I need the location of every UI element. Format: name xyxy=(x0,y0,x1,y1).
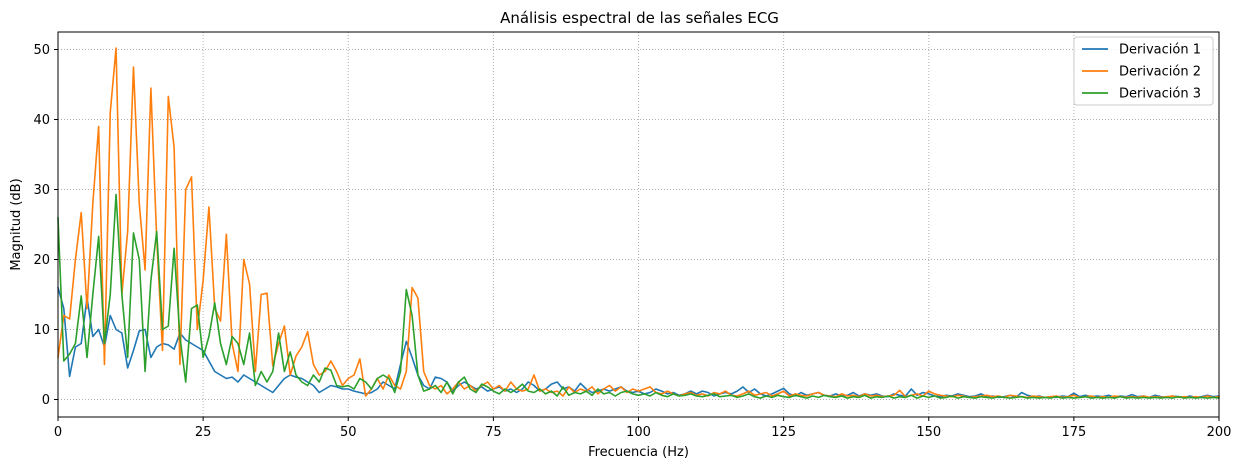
y-tick-label: 0 xyxy=(42,393,50,408)
x-tick-label: 50 xyxy=(340,425,357,440)
legend-label-3: Derivación 3 xyxy=(1119,87,1201,102)
y-tick-label: 20 xyxy=(33,253,50,268)
series-line-2 xyxy=(57,47,1220,399)
legend-frame xyxy=(1073,36,1214,106)
x-tick-label: 25 xyxy=(195,425,212,440)
series-line-3 xyxy=(57,193,1220,399)
x-tick-label: 200 xyxy=(1207,425,1232,440)
x-tick-label: 175 xyxy=(1061,425,1086,440)
legend: Derivación 1 Derivación 2 Derivación 3 xyxy=(1073,36,1214,106)
y-axis-label: Magnitud (dB) xyxy=(9,178,24,270)
y-tick-label: 10 xyxy=(33,323,50,338)
x-axis-label: Frecuencia (Hz) xyxy=(588,445,689,460)
x-tick-label: 150 xyxy=(916,425,941,440)
chart-title: Análisis espectral de las señales ECG xyxy=(500,9,779,27)
x-tick-label: 100 xyxy=(626,425,651,440)
y-tick-label: 40 xyxy=(33,113,50,128)
x-tick-label: 125 xyxy=(771,425,796,440)
y-tick-label: 50 xyxy=(33,43,50,58)
grid-lines xyxy=(57,32,1220,417)
y-tick-label: 30 xyxy=(33,183,50,198)
legend-label-2: Derivación 2 xyxy=(1119,65,1201,80)
axis-ticks: 0 25 50 75 100 125 150 175 200 0 10 20 30 40 50 xyxy=(33,43,1231,440)
x-tick-label: 75 xyxy=(485,425,502,440)
x-tick-label: 0 xyxy=(54,425,62,440)
plot-area-lines xyxy=(57,47,1220,399)
legend-label-1: Derivación 1 xyxy=(1119,43,1201,58)
